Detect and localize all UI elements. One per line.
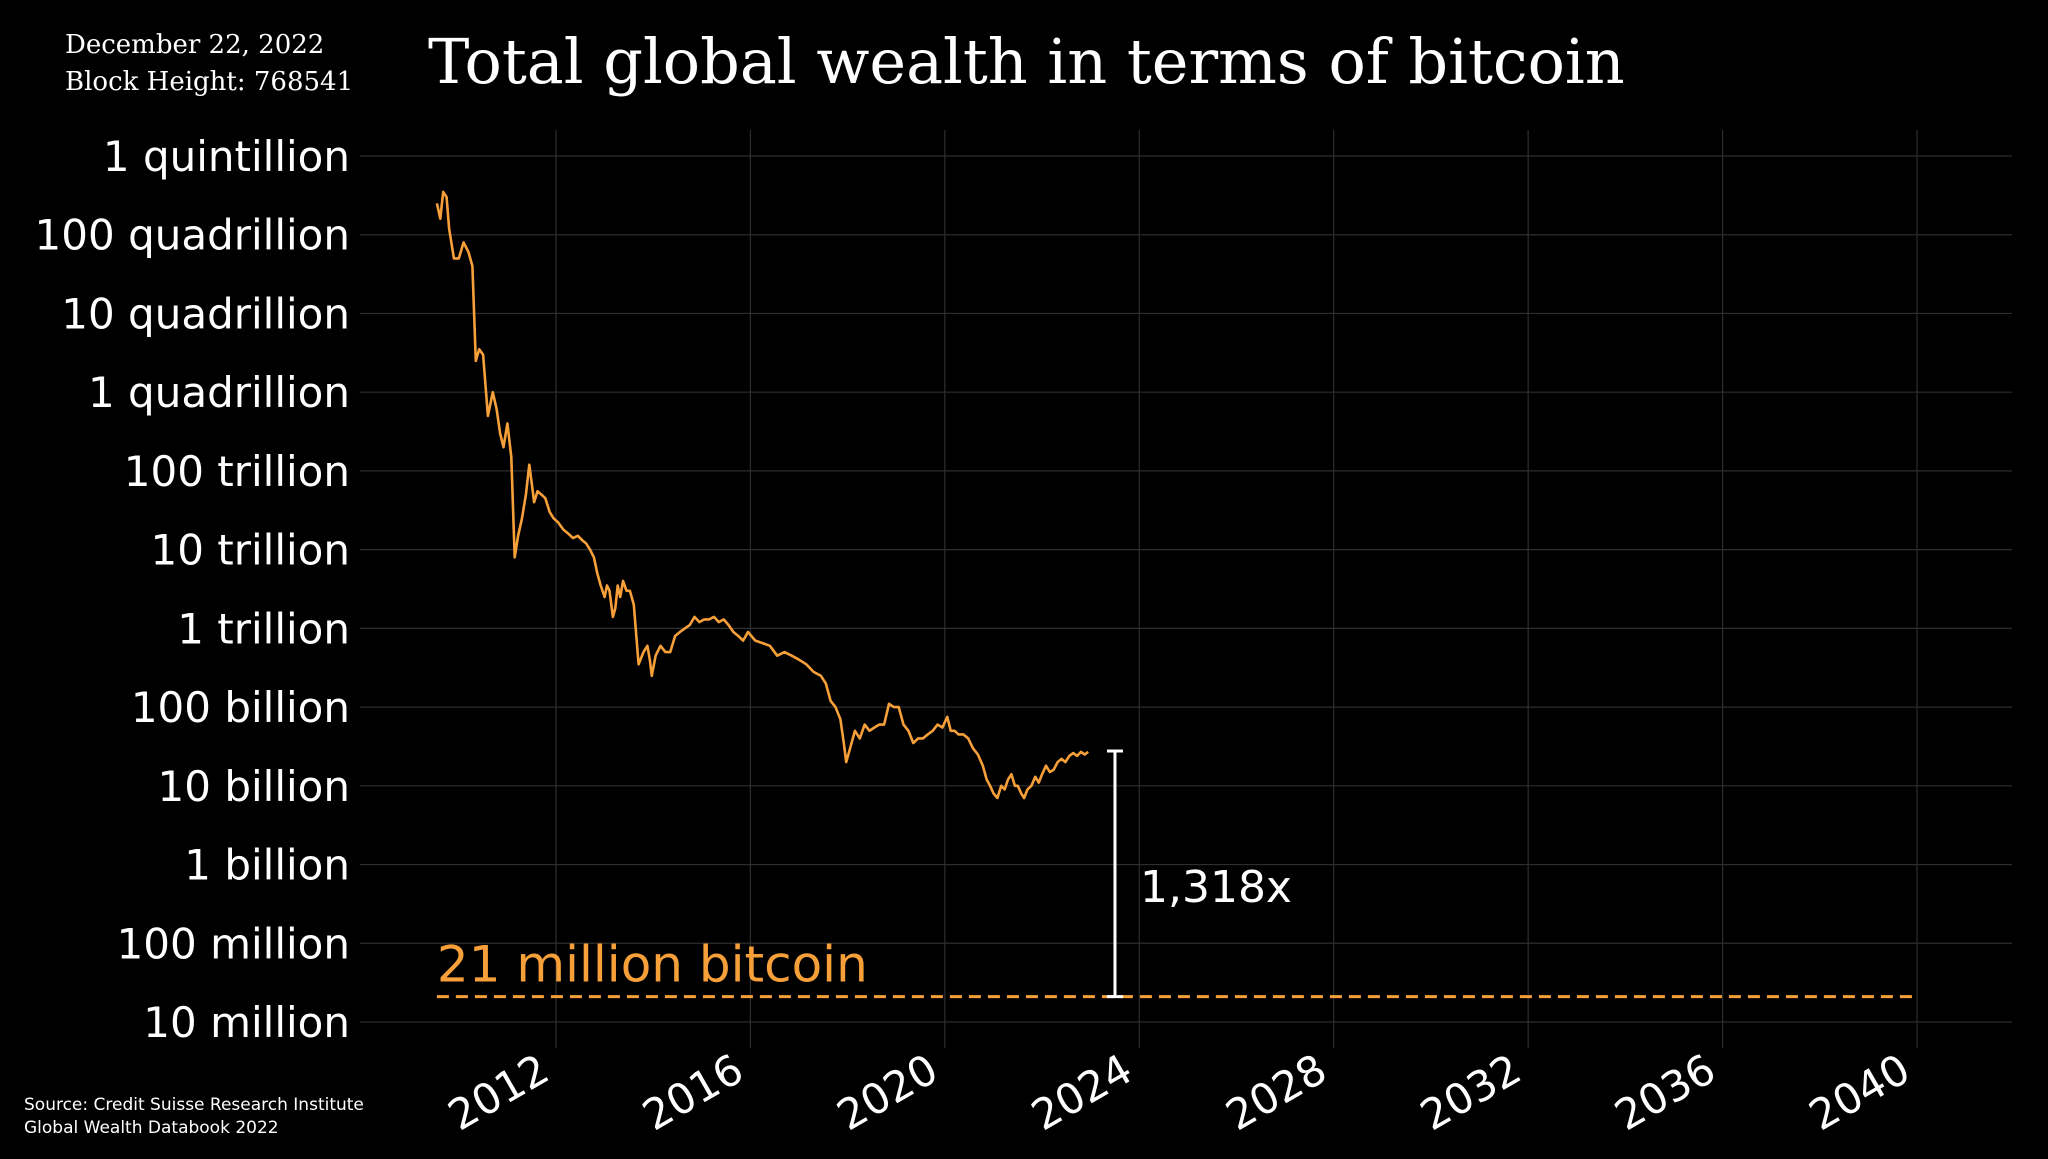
source-line-2: Global Wealth Databook 2022 <box>24 1118 279 1138</box>
series-line-global-wealth-in-bitcoin <box>435 190 1089 800</box>
y-tick-label: 1 quintillion <box>103 132 350 181</box>
y-tick-label: 100 billion <box>131 683 350 732</box>
y-tick-label: 1 quadrillion <box>88 368 350 417</box>
y-tick-label: 100 million <box>117 919 350 968</box>
y-axis-tick-labels: 10 million 100 million 1 billion 10 billion… <box>35 132 350 1047</box>
y-tick-label: 10 quadrillion <box>61 289 350 338</box>
y-tick-label: 100 quadrillion <box>35 211 350 260</box>
y-tick-label: 10 billion <box>158 762 350 811</box>
multiplier-annotation: 1,318x <box>1106 749 1292 999</box>
header-block-height: Block Height: 768541 <box>65 67 353 97</box>
y-tick-label: 1 trillion <box>177 604 350 653</box>
chart-title: Total global wealth in terms of bitcoin <box>428 25 1625 98</box>
header-date: December 22, 2022 <box>65 30 324 60</box>
grid <box>360 130 2012 1048</box>
source-line-1: Source: Credit Suisse Research Institute <box>24 1095 364 1115</box>
y-tick-label: 100 trillion <box>124 447 350 496</box>
annotation-label: 1,318x <box>1140 862 1292 913</box>
y-tick-label: 1 billion <box>184 841 350 890</box>
reference-line-label: 21 million bitcoin <box>437 936 868 994</box>
y-tick-label: 10 million <box>143 998 350 1047</box>
y-tick-label: 10 trillion <box>150 526 350 575</box>
